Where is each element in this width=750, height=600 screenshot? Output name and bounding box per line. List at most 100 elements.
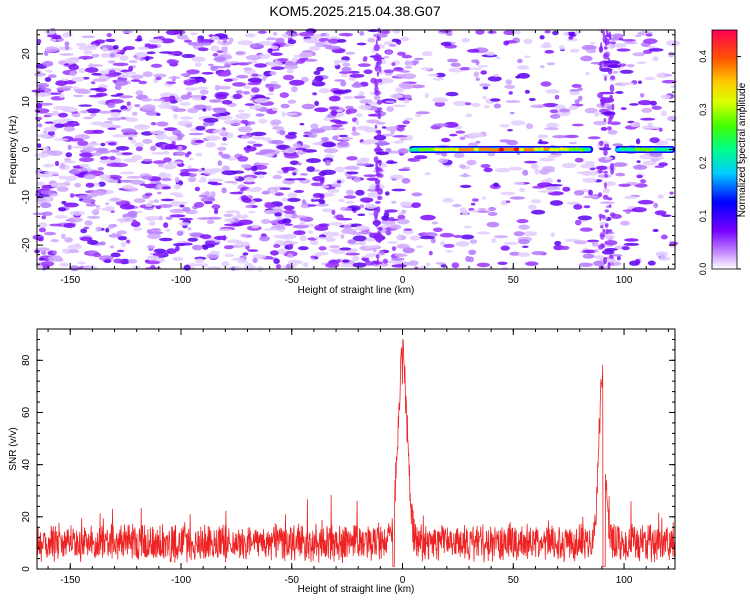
spectrogram-cell (193, 201, 205, 208)
spectrogram-cell (138, 80, 148, 85)
spectrogram-cell (187, 107, 199, 114)
spectrogram-cell (549, 109, 559, 114)
spectrogram-cell (441, 137, 451, 143)
spectrogram-cell (609, 121, 622, 126)
spectrogram-cell (40, 202, 52, 209)
spectrogram-cell (340, 80, 347, 87)
spectrogram-cell (480, 164, 491, 168)
spectrogram-cell (262, 75, 267, 81)
spectrogram-cell (83, 50, 93, 55)
spectrogram-cell (479, 83, 491, 87)
spectrogram-cell (166, 81, 177, 85)
spectrogram-cell (598, 91, 615, 95)
spectrogram-cell (499, 191, 515, 196)
spectrogram-cell (391, 62, 396, 66)
spectrogram-cell (380, 29, 391, 35)
spectrogram-cell (43, 126, 57, 132)
spectrogram-cell (647, 122, 653, 128)
spectrogram-cell (493, 235, 509, 239)
spectrogram-cell (125, 134, 138, 138)
spectrogram-cell (208, 63, 214, 67)
spectrogram-cell (328, 245, 341, 249)
spectrogram-cell (537, 141, 549, 145)
spectrogram-cell (236, 74, 249, 79)
spectrogram-cell (242, 90, 251, 95)
spectrogram-cell (228, 265, 243, 271)
spectrogram-cell (169, 208, 186, 214)
spectrogram-band-cell (433, 147, 440, 152)
spectrogram-cell (126, 176, 143, 179)
spectrogram-cell (99, 156, 110, 161)
spectrogram-cell (319, 193, 325, 200)
spectrogram-cell (142, 158, 153, 162)
spectrogram-cell (221, 165, 230, 171)
spectrogram-cell (564, 134, 579, 139)
spectrogram-cell (497, 261, 508, 265)
spectrogram-cell (333, 90, 346, 94)
x-tick-label: 0 (400, 275, 406, 286)
spectrogram-cell (111, 125, 122, 129)
spectrogram-cell (318, 251, 329, 256)
spectrogram-band-cell (458, 147, 465, 152)
spectrogram-cell (285, 134, 297, 139)
spectrogram-cell (252, 257, 258, 263)
spectrogram-cell (110, 111, 121, 118)
spectrogram-cell (314, 100, 319, 107)
spectrogram-cell (180, 242, 193, 246)
spectrogram-cell (271, 151, 280, 155)
spectrogram-cell (552, 30, 559, 36)
spectrogram-cell (260, 219, 271, 224)
spectrogram-cell (169, 214, 186, 218)
spectrogram-cell (350, 232, 362, 236)
spectrogram-cell (224, 180, 238, 184)
spectrogram-cell (509, 196, 526, 200)
spectrogram-cell (595, 165, 608, 171)
spectrogram-cell (427, 73, 439, 77)
spectrogram-cell (582, 195, 598, 199)
spectrogram-cell (337, 127, 345, 131)
spectrogram-cell (603, 52, 609, 60)
spectrogram-cell (612, 33, 624, 39)
spectrogram-cell (607, 64, 622, 68)
spectrogram-cell (120, 241, 127, 248)
spectrogram-band-cell (483, 147, 490, 152)
spectrogram-cell (462, 173, 468, 178)
spectrogram-cell (513, 30, 522, 34)
spectrogram-cell (451, 262, 460, 269)
spectrogram-cell (510, 120, 526, 126)
spectrogram-cell (197, 38, 202, 43)
spectrogram-cell (546, 62, 556, 66)
spectrogram-cell (83, 173, 96, 180)
spectrogram-cell (402, 120, 411, 125)
spectrogram-cell (363, 56, 368, 60)
spectrogram-band-cell (453, 147, 460, 152)
spectrogram-cell (430, 237, 436, 244)
spectrogram-cell (39, 146, 50, 152)
spectrogram-band-cell (493, 148, 500, 152)
spectrogram-cell (391, 200, 397, 204)
spectrogram-cell (340, 234, 345, 239)
spectrogram-cell (87, 215, 101, 219)
spectrogram-cell (210, 191, 216, 197)
spectrogram-cell (656, 72, 669, 79)
spectrogram-band-cell (583, 147, 590, 152)
spectrogram-cell (251, 87, 260, 93)
spectrogram-cell (624, 41, 638, 45)
spectrogram-cell (64, 41, 70, 46)
spectrogram-cell (523, 55, 531, 59)
spectrogram-cell (399, 84, 414, 90)
spectrogram-cell (589, 41, 596, 45)
spectrogram-cell (338, 134, 348, 138)
x-tick-label: 50 (508, 575, 520, 586)
spectrogram-cell (378, 263, 389, 267)
plot-frame (36, 328, 676, 570)
spectrogram-cell (77, 140, 89, 146)
spectrogram-cell (119, 171, 135, 175)
spectrogram-cell (600, 126, 608, 131)
spectrogram-cell (336, 180, 342, 184)
spectrogram-cell (194, 139, 205, 144)
spectrogram-cell (61, 248, 73, 254)
spectrogram-cell (384, 209, 398, 213)
spectrogram-cell (300, 173, 308, 176)
